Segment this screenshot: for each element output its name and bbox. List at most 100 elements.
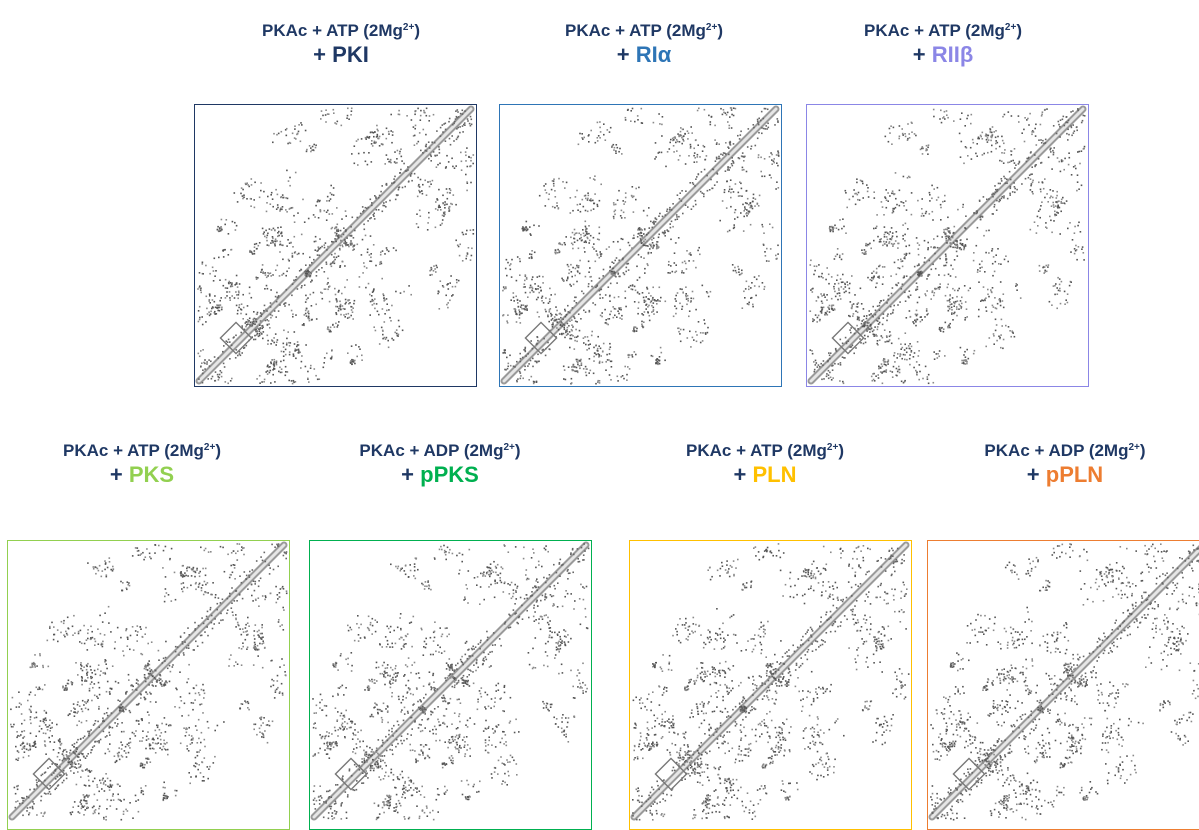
contact-dot xyxy=(1006,182,1008,184)
contact-dot xyxy=(350,314,352,317)
contact-dot xyxy=(630,288,633,290)
contact-dot xyxy=(872,333,875,336)
contact-dot xyxy=(560,316,562,319)
contact-dot xyxy=(335,322,337,325)
contact-dot xyxy=(776,181,778,183)
contact-dot xyxy=(729,107,732,109)
contact-dot xyxy=(981,154,984,156)
contact-dot xyxy=(557,207,560,209)
contact-dot xyxy=(599,253,602,255)
contact-dot xyxy=(881,206,884,208)
contact-dot xyxy=(989,130,992,133)
contact-dot xyxy=(748,211,750,214)
contact-dot xyxy=(828,311,831,313)
contact-dot xyxy=(738,268,740,271)
contact-dot xyxy=(271,198,274,200)
contact-dot xyxy=(414,127,416,130)
contact-dot xyxy=(267,272,269,274)
contact-dot xyxy=(608,374,611,376)
contact-dot xyxy=(290,380,293,382)
contact-dot xyxy=(960,302,963,305)
contact-dot xyxy=(1054,293,1056,296)
contact-dot xyxy=(583,235,585,237)
contact-dot xyxy=(648,292,650,294)
contact-dot xyxy=(570,382,573,384)
contact-dot xyxy=(73,752,75,754)
contact-dot xyxy=(556,309,558,312)
contact-dot xyxy=(650,300,653,302)
contact-dot xyxy=(943,231,945,234)
contact-dot xyxy=(538,291,540,294)
contact-dot xyxy=(318,378,321,380)
contact-dot xyxy=(346,114,349,117)
contact-dot xyxy=(65,689,68,691)
contact-dot xyxy=(441,219,444,221)
contact-dot xyxy=(618,312,620,315)
contact-dot xyxy=(874,326,876,328)
contact-dot xyxy=(198,318,201,321)
contact-dot xyxy=(956,244,959,247)
contact-dot xyxy=(876,320,879,322)
contact-dot xyxy=(745,170,748,173)
contact-dot xyxy=(312,149,314,151)
contact-dot xyxy=(214,313,217,315)
contact-dot xyxy=(335,123,338,125)
contact-dot xyxy=(333,260,335,262)
contact-dot xyxy=(631,356,634,358)
contact-dot xyxy=(892,245,894,247)
contact-dot xyxy=(441,124,444,126)
diagonal-highlight xyxy=(809,107,1085,383)
contact-dot xyxy=(287,180,290,182)
contact-dot xyxy=(689,253,692,256)
contact-dot xyxy=(763,285,766,288)
contact-dot xyxy=(760,110,763,113)
contact-dot xyxy=(616,282,618,284)
contact-dot xyxy=(1030,151,1032,153)
contact-dot xyxy=(250,251,253,253)
contact-dot xyxy=(735,271,738,274)
contact-dot xyxy=(584,311,587,313)
contact-dot xyxy=(633,234,635,237)
contact-dot xyxy=(1056,157,1059,159)
contact-dot xyxy=(218,309,221,312)
contact-dot xyxy=(826,314,829,316)
contact-dot xyxy=(557,248,559,251)
contact-dot xyxy=(266,370,269,372)
contact-dot xyxy=(382,293,384,295)
contact-dot xyxy=(966,348,968,351)
contact-dot xyxy=(640,107,643,110)
contact-dot xyxy=(677,133,679,135)
contact-dot xyxy=(547,314,549,316)
contact-dot xyxy=(352,361,354,363)
contact-dot xyxy=(921,319,923,321)
contact-dot xyxy=(315,318,318,320)
contact-dot xyxy=(831,226,834,229)
contact-dot xyxy=(93,777,96,780)
contact-dot xyxy=(373,135,375,138)
contact-dot xyxy=(328,300,331,303)
contact-dot xyxy=(1070,281,1072,283)
contact-dot xyxy=(201,263,204,265)
contact-dot xyxy=(305,150,308,153)
contact-dot xyxy=(1021,183,1023,185)
contact-dot xyxy=(826,299,828,301)
contact-dot xyxy=(745,212,747,215)
contact-dot xyxy=(585,197,587,200)
contact-dot xyxy=(466,253,469,255)
contact-dot xyxy=(764,251,766,253)
contact-dot xyxy=(259,642,261,645)
contact-dot xyxy=(755,294,757,297)
contact-dot xyxy=(949,303,952,306)
contact-dot xyxy=(470,254,473,257)
contact-dot xyxy=(757,154,760,156)
contact-dot xyxy=(927,146,929,149)
contact-dot xyxy=(222,362,225,365)
contact-dot xyxy=(275,344,277,346)
contact-dot xyxy=(642,326,644,329)
contact-dot xyxy=(309,256,311,259)
contact-dot xyxy=(197,768,199,771)
contact-dot xyxy=(522,229,524,232)
contact-dot xyxy=(916,286,919,288)
contact-dot xyxy=(688,310,691,312)
contact-dot xyxy=(633,237,635,239)
